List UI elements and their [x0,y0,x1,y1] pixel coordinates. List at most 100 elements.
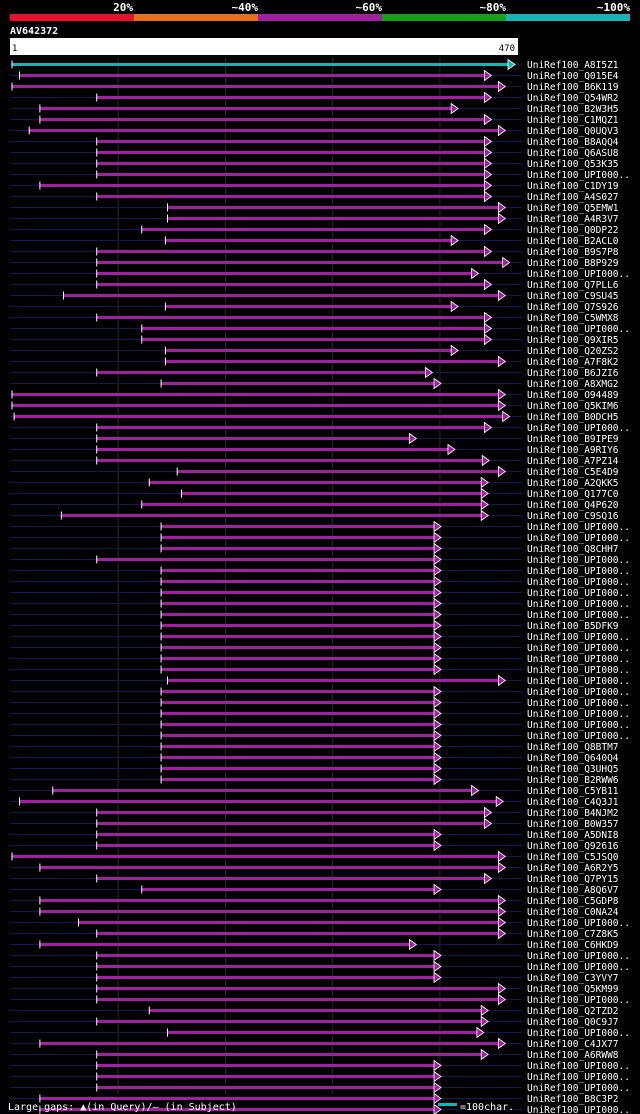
hit-row: UniRef100_UPI000.. [10,1070,630,1083]
hit-bar [96,173,486,176]
hit-bar [96,965,435,968]
hit-bar [96,283,486,286]
hit-end-arrow [497,124,507,137]
hit-label: UniRef100_C3YVY7 [527,973,619,984]
hit-label: UniRef100_B2ACL0 [527,236,619,247]
hit-row: UniRef100_B5DFK9 [10,619,619,632]
hit-bar [96,1020,483,1023]
hit-label: UniRef100_Q0DP22 [527,225,619,236]
hit-label: UniRef100_A5DNI8 [527,830,619,841]
hit-end-arrow [433,377,442,390]
hit-row: UniRef100_C5E4D9 [10,465,619,478]
percent-label: 20% [113,1,133,14]
hit-row: UniRef100_Q8BTM7 [10,740,619,753]
hit-end-arrow [497,861,507,874]
hit-bar [161,635,435,638]
hit-label: UniRef100_B8AQQ4 [527,137,619,148]
hit-row: UniRef100_B2W3H5 [10,102,619,115]
hit-bar [96,250,486,253]
hit-bar [161,624,435,627]
hit-row: UniRef100_Q015E4 [10,69,619,82]
hit-row: UniRef100_C7Z8K5 [10,927,619,940]
hit-bar [96,976,435,979]
hit-label: UniRef100_UPI000.. [527,269,630,280]
hit-label: UniRef100_Q5KIM6 [527,401,619,412]
hit-label: UniRef100_UPI000.. [527,577,630,588]
hit-label: UniRef100_UPI000.. [527,1083,630,1094]
hit-end-arrow [433,718,442,731]
hit-bar [161,591,435,594]
hit-row: UniRef100_C1DY19 [10,179,619,192]
hit-label: UniRef100_A4S027 [527,192,619,203]
hit-label: UniRef100_B9S7P8 [527,247,619,258]
hit-row: UniRef100_A7F8K2 [10,355,619,368]
hit-bar [161,734,435,737]
hit-label: UniRef100_B6JZI6 [527,368,619,379]
ruler-start-label: 1 [12,44,17,54]
hit-bar [96,877,486,880]
hit-row: UniRef100_UPI000.. [10,663,630,676]
hit-end-arrow [497,993,507,1006]
hit-end-arrow [433,1092,442,1105]
ruler-end-label: 470 [499,44,515,54]
hit-label: UniRef100_Q0UQV3 [527,126,619,137]
query-ruler [10,41,518,55]
hit-end-arrow [433,564,442,577]
hit-end-arrow [484,146,493,159]
hit-label: UniRef100_Q5KM99 [527,984,619,995]
hit-bar [96,426,486,429]
hit-bar [96,1053,483,1056]
hit-row: UniRef100_C9SU45 [10,289,619,302]
hit-end-arrow [433,531,442,544]
hit-label: UniRef100_B8P929 [527,258,619,269]
hit-row: UniRef100_A7PZ14 [10,454,619,467]
hit-label: UniRef100_A7PZ14 [527,456,619,467]
hit-label: UniRef100_Q8BTM7 [527,742,619,753]
hit-bar [96,811,486,814]
hit-row: UniRef100_A8Q6V7 [10,883,619,896]
hit-label: UniRef100_C5GDP8 [527,896,619,907]
hit-row: UniRef100_Q8CHH7 [10,542,619,555]
percent-label: ~60% [356,1,383,14]
hit-label: UniRef100_UPI000.. [527,1028,630,1039]
hit-row: UniRef100_UPI000.. [10,531,630,544]
hit-bar [29,129,500,132]
hit-label: UniRef100_Q54WR2 [527,93,619,104]
hit-row: UniRef100_Q54WR2 [10,91,619,104]
hit-label: UniRef100_UPI000.. [527,962,630,973]
hit-row: UniRef100_B0DCH5 [10,410,619,423]
hit-bar [96,1064,435,1067]
hit-bar [96,96,486,99]
hit-row: UniRef100_UPI000.. [10,916,630,929]
hit-end-arrow [433,729,442,742]
hit-label: UniRef100_UPI000.. [527,170,630,181]
hit-label: UniRef100_B5DFK9 [527,621,619,632]
hit-row: UniRef100_Q20ZS2 [10,344,619,357]
percent-band-segment [10,14,134,21]
hit-label: UniRef100_C7Z8K5 [527,929,619,940]
hit-end-arrow [484,245,493,258]
hit-end-arrow [433,1059,442,1072]
hit-row: UniRef100_Q640Q4 [10,751,619,764]
hit-row: UniRef100_UPI000.. [10,729,630,742]
hit-bar [96,998,500,1001]
hit-bar [96,162,486,165]
hit-bar [39,910,500,913]
hit-end-arrow [497,289,507,302]
hit-end-arrow [433,740,442,753]
hit-label: UniRef100_UPI000.. [527,599,630,610]
hit-bar [63,294,500,297]
hit-end-arrow [484,333,493,346]
hit-bar [12,85,500,88]
hit-bar [61,514,483,517]
hit-row: UniRef100_Q0C9J7 [10,1015,619,1028]
hit-bar [96,822,486,825]
hit-end-arrow [497,212,507,225]
hit-bar [96,195,486,198]
hit-row: UniRef100_UPI000.. [10,267,630,280]
hit-bar [161,536,435,539]
hit-label: UniRef100_UPI000.. [527,918,630,929]
hit-label: UniRef100_A8XMG2 [527,379,619,390]
hit-bar [39,118,486,121]
